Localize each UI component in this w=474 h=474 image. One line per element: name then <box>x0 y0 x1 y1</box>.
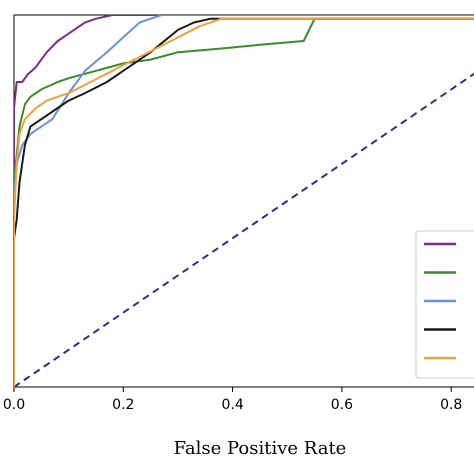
plot-frame <box>13 14 474 388</box>
x-tick-label: 0.2 <box>112 397 134 413</box>
x-tick-label: 0.8 <box>440 397 462 413</box>
roc-curve-4 <box>14 17 474 239</box>
roc-curve-3 <box>14 15 474 387</box>
diagonal-layer <box>14 72 474 387</box>
roc-curve-2 <box>14 17 474 387</box>
roc-curve-5 <box>14 17 474 387</box>
series-layer <box>14 15 474 387</box>
x-tick-label: 0.0 <box>3 397 25 413</box>
x-ticks: 0.0 0.2 0.4 0.6 0.8 <box>3 387 462 413</box>
roc-curve-1 <box>14 15 474 387</box>
legend <box>415 230 474 379</box>
x-axis-title: False Positive Rate <box>174 438 347 459</box>
x-tick-label: 0.6 <box>331 397 353 413</box>
x-tick-label: 0.4 <box>221 397 243 413</box>
legend-box <box>415 230 474 379</box>
diagonal-reference-line <box>14 72 474 387</box>
